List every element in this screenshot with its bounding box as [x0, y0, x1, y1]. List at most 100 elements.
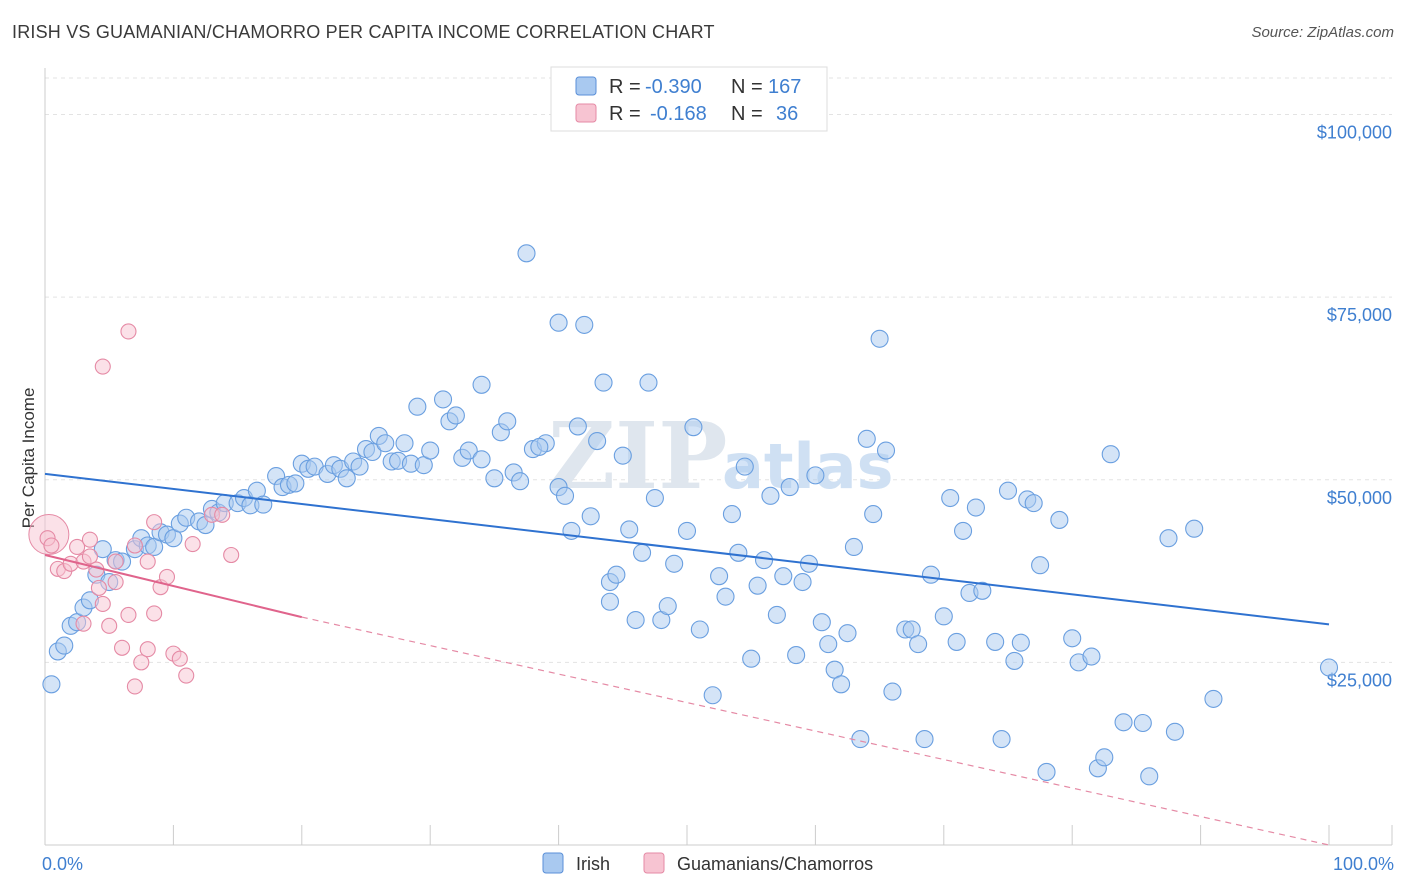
- point-irish-75: [568, 417, 587, 436]
- series-legend: Irish Guamanians/Chamorros: [542, 852, 873, 874]
- point-irish-50: [395, 434, 414, 453]
- point-irish-34: [286, 474, 305, 493]
- point-guamanian-13: [94, 358, 111, 375]
- point-irish-129: [934, 607, 953, 626]
- legend-n-value-2: 36: [776, 103, 798, 125]
- point-irish-106: [774, 567, 793, 586]
- point-irish-82: [600, 592, 620, 611]
- point-irish-126: [909, 635, 928, 654]
- source-label: Source: ZipAtlas.com: [1251, 24, 1394, 41]
- point-irish-138: [998, 481, 1018, 500]
- point-irish-43: [350, 457, 369, 476]
- point-guamanian-23: [146, 514, 163, 531]
- point-irish-70: [517, 244, 536, 263]
- trend-lines: [44, 472, 1330, 846]
- point-irish-112: [812, 613, 831, 632]
- point-irish-90: [658, 597, 677, 616]
- point-irish-92: [677, 521, 697, 540]
- stats-legend: R = -0.390 N = 167 R = -0.168 N = 36: [550, 66, 828, 132]
- point-irish-45: [363, 442, 382, 462]
- point-guamanian-29: [184, 535, 201, 553]
- point-irish-123: [883, 682, 902, 701]
- point-irish-119: [864, 505, 883, 524]
- point-irish-120: [851, 730, 870, 749]
- point-irish-88: [645, 488, 664, 508]
- point-irish-41: [337, 469, 356, 488]
- point-irish-78: [588, 431, 607, 451]
- point-irish-52: [408, 397, 427, 416]
- point-irish-47: [376, 434, 395, 453]
- point-irish-132: [954, 521, 973, 540]
- x-tick-label-0: 0.0%: [42, 854, 83, 874]
- point-irish-140: [1011, 633, 1030, 652]
- point-guamanian-27: [171, 650, 188, 667]
- point-irish-105: [767, 605, 786, 624]
- point-irish-154: [1140, 767, 1159, 786]
- point-irish-157: [1185, 519, 1204, 538]
- point-irish-57: [446, 406, 465, 425]
- point-irish-64: [498, 412, 517, 431]
- point-irish-153: [1133, 713, 1152, 733]
- point-irish-145: [1050, 510, 1069, 529]
- point-irish-61: [472, 450, 491, 469]
- point-irish-135: [973, 581, 992, 600]
- bottom-legend-irish-swatch: [542, 852, 564, 874]
- point-irish-55: [433, 390, 453, 409]
- point-irish-115: [832, 675, 851, 694]
- point-irish-54: [421, 441, 440, 460]
- point-irish-113: [819, 635, 838, 654]
- y-tick-label-0: $25,000: [1327, 670, 1392, 690]
- point-irish-121: [870, 329, 889, 348]
- point-irish-103: [754, 551, 774, 570]
- point-irish-137: [992, 730, 1011, 749]
- point-guamanian-14: [101, 617, 118, 634]
- point-irish-139: [1005, 651, 1024, 670]
- point-irish-117: [844, 537, 863, 557]
- point-irish-118: [857, 429, 876, 448]
- point-irish-131: [947, 632, 966, 651]
- point-irish-101: [742, 649, 761, 668]
- point-irish-72: [555, 486, 575, 505]
- point-irish-155: [1159, 529, 1178, 548]
- legend-r-label-1: R =: [609, 76, 641, 98]
- point-irish-143: [1031, 556, 1050, 575]
- point-guamanian-12: [94, 595, 111, 612]
- point-guamanian-19: [126, 537, 143, 554]
- point-irish-122: [876, 441, 896, 460]
- point-guamanian-5: [69, 538, 86, 556]
- point-irish-73: [549, 313, 568, 332]
- legend-guamanian-swatch: [575, 103, 597, 123]
- point-irish-86: [633, 543, 652, 562]
- point-irish-59: [459, 441, 478, 460]
- bottom-legend-irish-label: Irish: [576, 854, 610, 874]
- y-axis-title: Per Capita Income: [19, 388, 38, 529]
- point-irish-76: [575, 315, 594, 334]
- point-irish-60: [472, 375, 491, 394]
- axes: [44, 68, 1393, 846]
- legend-irish-swatch: [575, 76, 597, 96]
- point-guamanian-16: [107, 553, 124, 570]
- point-irish-91: [665, 554, 684, 573]
- point-guamanian-21: [139, 641, 156, 658]
- point-irish-99: [729, 543, 748, 562]
- point-guamanian-31: [214, 506, 231, 523]
- point-guamanian-7: [75, 615, 92, 632]
- point-guamanian-35: [139, 553, 156, 570]
- point-guamanian-33: [120, 323, 137, 340]
- y-tick-label-3: $100,000: [1317, 123, 1392, 143]
- point-guamanian-15: [107, 573, 124, 591]
- point-irish-102: [748, 576, 767, 595]
- point-irish-85: [626, 610, 645, 630]
- point-irish-62: [485, 469, 504, 488]
- data-points: [28, 244, 1339, 786]
- point-irish-84: [620, 520, 639, 539]
- point-guamanian-25: [158, 568, 176, 585]
- bottom-legend-guamanian-swatch: [643, 852, 665, 874]
- y-tick-label-2: $75,000: [1327, 305, 1392, 325]
- point-guamanian-17: [113, 639, 131, 656]
- point-irish-2: [55, 636, 74, 655]
- trend-line-irish: [44, 472, 1330, 626]
- point-irish-104: [761, 486, 780, 505]
- trend-line-guamanian: [44, 554, 303, 619]
- point-irish-8: [93, 540, 112, 559]
